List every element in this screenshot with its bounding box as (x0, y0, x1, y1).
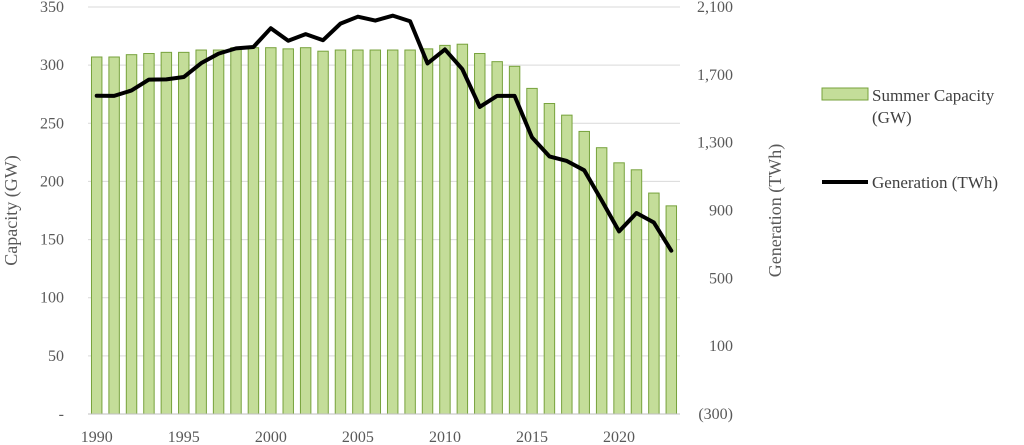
generation-line-layer (94, 13, 674, 253)
capacity-bar (282, 48, 294, 415)
capacity-bar (299, 47, 312, 415)
capacity-bar (108, 56, 120, 415)
left-tick-label: 100 (40, 290, 64, 307)
capacity-bar (352, 49, 364, 415)
right-tick-label: 1,700 (697, 67, 733, 84)
capacity-bar (508, 65, 521, 415)
left-tick-label: 250 (40, 115, 64, 132)
left-tick-label: 50 (48, 348, 64, 365)
right-tick-label: (300) (698, 406, 733, 423)
capacity-bar (421, 48, 434, 415)
x-tick-label: 2000 (255, 429, 287, 445)
capacity-bar (665, 205, 678, 415)
capacity-bar (178, 51, 190, 415)
capacity-bar (491, 61, 503, 415)
capacity-bar (404, 49, 416, 415)
right-tick-label: 100 (709, 338, 733, 355)
left-tick-label: 350 (40, 0, 64, 16)
capacity-bar (613, 162, 625, 415)
x-tick-label: 2010 (429, 429, 461, 445)
axes: 1990 1995 2000 2005 2010 2015 2020 - 50 100 150 200… (1, 0, 786, 445)
x-tick-label: 1995 (168, 429, 200, 445)
right-tick-label: 2,100 (697, 0, 733, 16)
legend-capacity-label: Summer Capacity (872, 86, 995, 105)
capacity-bar (90, 56, 103, 415)
capacity-bar (439, 44, 451, 415)
capacity-bar (317, 50, 329, 415)
left-axis-title: Capacity (GW) (1, 155, 22, 265)
capacity-bar (143, 53, 155, 415)
x-tick-label: 1990 (81, 429, 113, 445)
right-axis-title: Generation (TWh) (765, 144, 786, 277)
capacity-bar (230, 47, 242, 415)
left-tick-label: 200 (40, 173, 64, 190)
left-tick-label: 150 (40, 232, 64, 249)
capacity-bars (90, 43, 678, 415)
capacity-bar (630, 169, 643, 415)
legend-capacity-swatch (821, 87, 869, 101)
x-tick-label: 2005 (342, 429, 374, 445)
right-tick-label: 900 (709, 203, 733, 220)
capacity-bar (265, 47, 277, 415)
left-tick-label: 300 (40, 57, 64, 74)
capacity-bar (247, 47, 260, 415)
left-tick-label: - (59, 406, 64, 423)
capacity-bar (386, 49, 399, 415)
capacity-bar (160, 51, 173, 415)
right-tick-label: 1,300 (697, 135, 733, 152)
x-tick-label: 2020 (603, 429, 635, 445)
x-tick-label: 2015 (516, 429, 548, 445)
capacity-bar (212, 49, 225, 415)
capacity-bar (125, 54, 138, 415)
capacity-bar (456, 43, 469, 415)
capacity-bar (334, 49, 347, 415)
capacity-bar (195, 49, 207, 415)
capacity-bar (595, 147, 608, 415)
legend-capacity-label: (GW) (872, 108, 912, 127)
legend-generation-label: Generation (TWh) (872, 173, 998, 192)
legend: Summer Capacity (GW) Generation (TWh) (821, 86, 998, 192)
capacity-bar (369, 49, 382, 415)
generation-line (94, 13, 674, 253)
right-tick-label: 500 (709, 270, 733, 287)
